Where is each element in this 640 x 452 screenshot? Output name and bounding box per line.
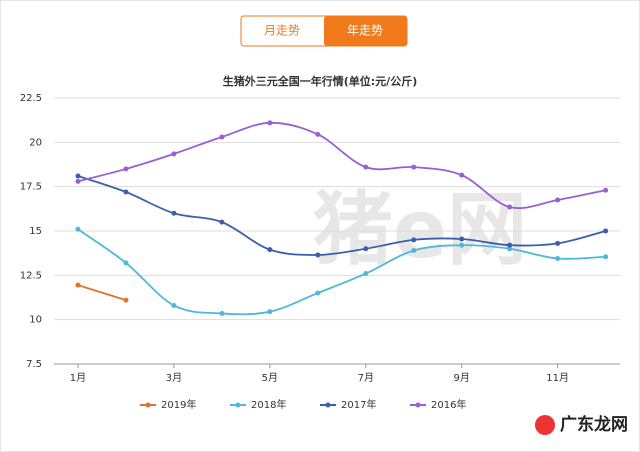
- legend-label: 2016年: [431, 398, 466, 411]
- point: [363, 246, 369, 252]
- x-tick-label: 5月: [262, 372, 278, 384]
- point: [459, 236, 465, 242]
- x-tick-label: 3月: [166, 372, 182, 384]
- chart-title: 生猪外三元全国一年行情(单位:元/公斤): [223, 74, 417, 88]
- series-line: [77, 228, 606, 316]
- point: [411, 248, 417, 254]
- y-tick-label: 17.5: [20, 182, 42, 193]
- point: [171, 151, 177, 157]
- point: [555, 240, 561, 246]
- point: [603, 187, 609, 193]
- x-tick-label: 7月: [358, 372, 374, 384]
- y-tick-label: 7.5: [26, 359, 42, 370]
- watermark: 猪e网: [313, 183, 527, 276]
- point: [75, 178, 81, 184]
- y-tick-label: 12.5: [20, 270, 42, 281]
- point: [75, 282, 81, 288]
- tab[interactable]: 年走势: [347, 24, 383, 38]
- legend-dot: [235, 402, 241, 408]
- point: [123, 260, 129, 266]
- point: [459, 242, 465, 248]
- point: [75, 226, 81, 232]
- point: [267, 247, 273, 253]
- point: [315, 290, 321, 296]
- logo-icon: [535, 415, 555, 435]
- x-tick-label: 11月: [546, 372, 569, 384]
- point: [219, 134, 225, 140]
- point: [267, 309, 273, 315]
- point: [219, 219, 225, 225]
- point: [123, 297, 129, 303]
- x-tick-label: 1月: [70, 372, 86, 384]
- point: [459, 172, 465, 178]
- series-line: [77, 121, 606, 209]
- legend-dot: [325, 402, 331, 408]
- point: [75, 173, 81, 179]
- point: [123, 166, 129, 172]
- point: [315, 252, 321, 258]
- point: [603, 228, 609, 234]
- legend-label: 2018年: [251, 398, 286, 411]
- point: [603, 254, 609, 260]
- y-tick-label: 20: [29, 137, 42, 148]
- point: [411, 164, 417, 170]
- y-tick-label: 15: [29, 226, 42, 237]
- plot: 7.5 10 12.5 15 17.5 20 22.5 1月 3月 5月 7月 9月 11月 2019年 2…: [20, 93, 620, 411]
- point: [267, 120, 273, 126]
- logo: 广东龙网: [560, 414, 628, 435]
- point: [363, 271, 369, 277]
- point: [555, 255, 561, 261]
- legend-dot: [415, 402, 421, 408]
- point: [363, 164, 369, 170]
- point: [219, 310, 225, 316]
- point: [507, 242, 513, 248]
- point: [555, 197, 561, 203]
- series-line: [77, 175, 606, 256]
- legend-dot: [145, 402, 151, 408]
- point: [507, 246, 513, 252]
- y-tick-label: 10: [29, 315, 42, 326]
- point: [171, 210, 177, 216]
- point: [507, 204, 513, 210]
- y-tick-label: 22.5: [20, 93, 42, 104]
- point: [123, 189, 129, 195]
- tab-active-bg: [324, 16, 407, 46]
- x-tick-label: 9月: [454, 372, 470, 384]
- legend-label: 2019年: [161, 398, 196, 411]
- point: [171, 302, 177, 308]
- legend-label: 2017年: [341, 398, 376, 411]
- tab[interactable]: 月走势: [264, 24, 300, 38]
- point: [411, 237, 417, 243]
- point: [315, 131, 321, 137]
- series-line: [77, 284, 127, 302]
